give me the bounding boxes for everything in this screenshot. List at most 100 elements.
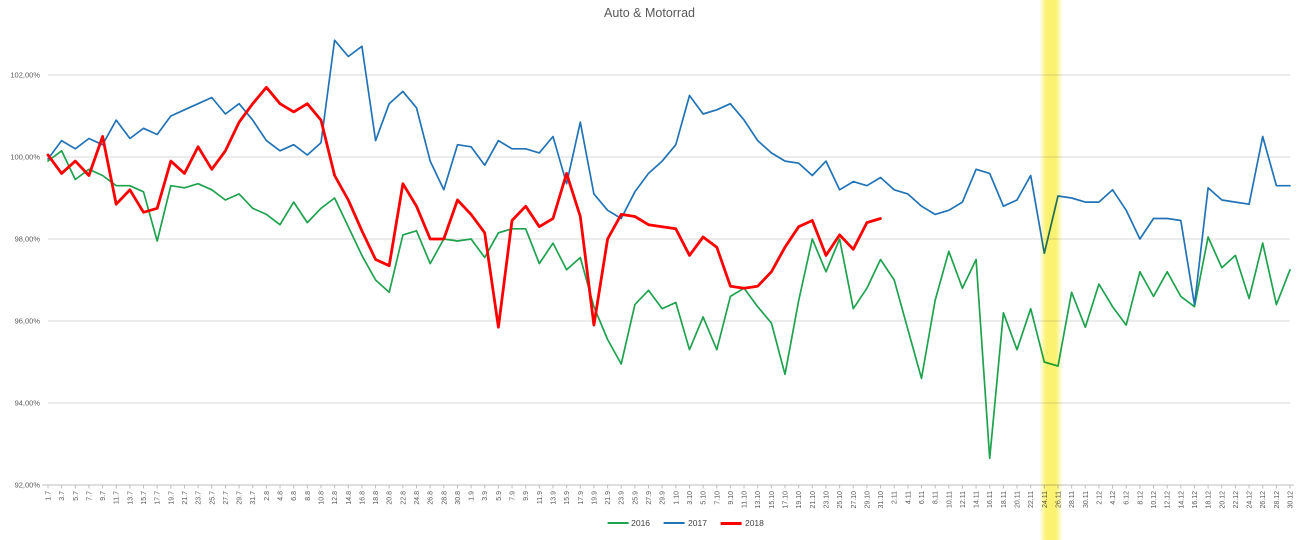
x-tick-label: 31.10 xyxy=(878,491,885,509)
x-tick-label: 4.11 xyxy=(905,491,912,504)
x-tick-label: 27.7 xyxy=(223,491,230,505)
series-line-2018 xyxy=(46,85,882,329)
x-tick-label: 29.10 xyxy=(864,491,871,509)
x-tick-label: 8.12 xyxy=(1137,491,1144,505)
x-tick-label: 23.10 xyxy=(823,491,830,509)
x-tick-label: 5.10 xyxy=(701,491,708,505)
series-line-2017 xyxy=(47,39,1291,306)
x-tick-label: 6.11 xyxy=(919,491,926,504)
chart-title: Auto & Motorrad xyxy=(603,6,695,20)
x-tick-label: 23.7 xyxy=(196,491,203,505)
x-tick-label: 20.12 xyxy=(1219,491,1226,509)
x-tick-label: 10.8 xyxy=(318,491,325,505)
x-tick-label: 28.8 xyxy=(441,491,448,505)
x-tick-label: 21.10 xyxy=(810,491,817,509)
x-tick-label: 12.8 xyxy=(332,491,339,505)
x-tick-label: 30.11 xyxy=(1083,491,1090,508)
x-tick-label: 2.12 xyxy=(1096,491,1103,505)
x-tick-label: 24.12 xyxy=(1247,491,1254,509)
x-tick-label: 19.9 xyxy=(591,491,598,505)
x-tick-label: 20.11 xyxy=(1015,491,1022,508)
x-tick-label: 29.7 xyxy=(237,491,244,505)
y-tick-label: 92,00% xyxy=(15,481,41,490)
x-tick-label: 27.10 xyxy=(851,491,858,509)
x-tick-label: 18.8 xyxy=(373,491,380,505)
x-tick-label: 13.7 xyxy=(127,491,134,505)
x-tick-label: 8.8 xyxy=(305,491,312,501)
x-tick-label: 25.9 xyxy=(632,491,639,505)
x-tick-label: 14.12 xyxy=(1178,491,1185,509)
x-tick-label: 22.8 xyxy=(400,491,407,505)
x-tick-label: 19.10 xyxy=(796,491,803,509)
x-tick-label: 10.11 xyxy=(946,491,953,508)
x-tick-label: 12.11 xyxy=(960,491,967,508)
gridlines: 102,00% 100,00% 98,00% 96,00% 94,00% 92,00% xyxy=(10,71,1290,490)
x-tick-label: 29.9 xyxy=(660,491,667,505)
x-tick-label: 31.7 xyxy=(250,491,257,505)
y-tick-label: 94,00% xyxy=(15,399,41,408)
x-tick-label: 18.12 xyxy=(1206,491,1213,509)
legend-swatch-2018 xyxy=(720,521,742,525)
x-tick-label: 9.10 xyxy=(728,491,735,505)
legend-label-2018: 2018 xyxy=(744,518,764,528)
x-tick-label: 3.10 xyxy=(687,491,694,505)
x-tick-label: 7.9 xyxy=(510,491,517,501)
x-tick-label: 20.8 xyxy=(387,491,394,505)
x-tick-label: 16.8 xyxy=(359,491,366,505)
legend-swatch-2017 xyxy=(664,522,686,525)
x-tick-label: 16.12 xyxy=(1192,491,1199,509)
x-tick-label: 22.12 xyxy=(1233,491,1240,509)
x-tick-label: 25.10 xyxy=(837,491,844,509)
x-tick-label: 1.10 xyxy=(673,491,680,505)
x-tick-label: 24.8 xyxy=(414,491,421,505)
x-tick-label: 10.12 xyxy=(1151,491,1158,509)
x-tick-label: 3.9 xyxy=(482,491,489,501)
x-tick-label: 11.9 xyxy=(537,491,544,504)
x-tick-label: 11.10 xyxy=(742,491,749,508)
x-tick-label: 26.11 xyxy=(1055,491,1062,508)
legend-label-2016: 2016 xyxy=(631,518,651,528)
legend-item-2016: 2016 xyxy=(607,519,650,528)
x-tick-label: 30.8 xyxy=(455,491,462,505)
series-line-2016 xyxy=(47,149,1291,460)
x-tick-label: 4.12 xyxy=(1110,491,1117,505)
legend-item-2018: 2018 xyxy=(720,518,764,528)
x-tick-label: 4.8 xyxy=(278,491,285,501)
x-tick-label: 14.11 xyxy=(974,491,981,508)
x-tick-label: 7.10 xyxy=(714,491,721,505)
x-tick-label: 22.11 xyxy=(1028,491,1035,508)
x-tick-label: 6.8 xyxy=(291,491,298,501)
legend-item-2017: 2017 xyxy=(664,519,707,528)
x-tick-label: 26.8 xyxy=(428,491,435,505)
x-tick-label: 5.9 xyxy=(496,491,503,501)
x-tick-label: 15.10 xyxy=(769,491,776,509)
x-tick-label: 11.7 xyxy=(114,491,121,504)
legend-swatch-2016 xyxy=(607,522,629,525)
x-tick-label: 21.9 xyxy=(605,491,612,505)
x-tick-label: 18.11 xyxy=(1001,491,1008,508)
x-tick-label: 14.8 xyxy=(346,491,353,505)
x-tick-label: 28.11 xyxy=(1069,491,1076,508)
x-tick-label: 5.7 xyxy=(73,491,80,501)
y-tick-label: 102,00% xyxy=(10,71,40,80)
x-tick-label: 12.12 xyxy=(1165,491,1172,509)
x-tick-label: 9.7 xyxy=(100,491,107,501)
y-tick-label: 96,00% xyxy=(15,317,41,326)
x-tick-label: 16.11 xyxy=(987,491,994,508)
x-axis: 1.7 3.7 5.7 7.7 9.7 11.7 13.7 15.7 17.7 19.7 21.7 2… xyxy=(42,484,1295,509)
legend-label-2017: 2017 xyxy=(688,518,707,528)
x-tick-label: 30.12 xyxy=(1288,491,1295,509)
y-tick-label: 98,00% xyxy=(15,235,41,244)
x-tick-label: 25.7 xyxy=(209,491,216,505)
x-tick-label: 17.10 xyxy=(783,491,790,509)
x-tick-label: 23.9 xyxy=(619,491,626,505)
x-tick-label: 28.12 xyxy=(1274,491,1281,509)
legend: 2016 2017 2018 xyxy=(607,519,764,528)
x-tick-label: 13.9 xyxy=(550,491,557,505)
x-tick-label: 2.8 xyxy=(264,491,271,501)
x-tick-label: 15.9 xyxy=(564,491,571,505)
x-tick-label: 13.10 xyxy=(755,491,762,509)
x-tick-label: 15.7 xyxy=(141,491,148,505)
